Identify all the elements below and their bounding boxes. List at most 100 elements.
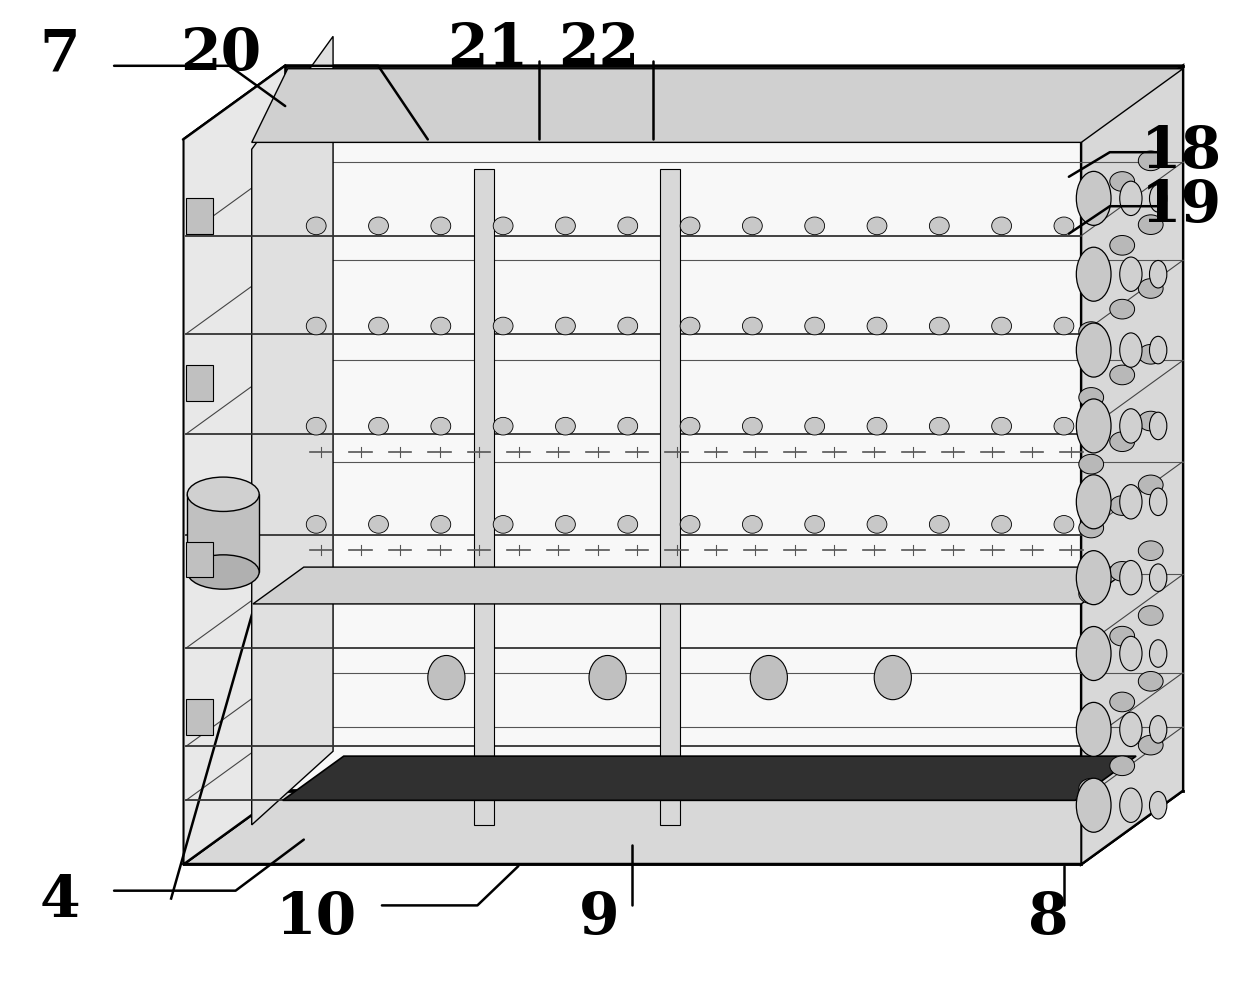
- Ellipse shape: [1149, 640, 1167, 668]
- Ellipse shape: [1138, 345, 1163, 364]
- Ellipse shape: [494, 417, 513, 435]
- Ellipse shape: [805, 516, 825, 533]
- Ellipse shape: [867, 417, 887, 435]
- Text: 7: 7: [40, 26, 79, 82]
- Text: 9: 9: [579, 890, 619, 947]
- Ellipse shape: [930, 516, 950, 533]
- Ellipse shape: [1079, 649, 1104, 669]
- Ellipse shape: [1079, 322, 1104, 342]
- Ellipse shape: [306, 417, 326, 435]
- Ellipse shape: [1110, 236, 1135, 255]
- Ellipse shape: [306, 516, 326, 533]
- Ellipse shape: [743, 417, 763, 435]
- Ellipse shape: [1110, 496, 1135, 516]
- Ellipse shape: [680, 417, 699, 435]
- Ellipse shape: [743, 516, 763, 533]
- Bar: [186, 542, 213, 577]
- Ellipse shape: [494, 317, 513, 335]
- Ellipse shape: [1110, 756, 1135, 776]
- Ellipse shape: [589, 656, 626, 699]
- Ellipse shape: [432, 516, 451, 533]
- Ellipse shape: [1079, 715, 1104, 735]
- Bar: [186, 365, 213, 401]
- Ellipse shape: [432, 217, 451, 235]
- Ellipse shape: [1079, 258, 1104, 278]
- Ellipse shape: [930, 417, 950, 435]
- Ellipse shape: [1149, 412, 1167, 440]
- Polygon shape: [184, 791, 1183, 864]
- Ellipse shape: [1120, 788, 1142, 823]
- Ellipse shape: [805, 417, 825, 435]
- Ellipse shape: [1138, 672, 1163, 691]
- Ellipse shape: [1110, 172, 1135, 191]
- Ellipse shape: [992, 516, 1012, 533]
- Text: 21: 21: [446, 21, 528, 78]
- Ellipse shape: [1054, 317, 1074, 335]
- Ellipse shape: [1138, 736, 1163, 755]
- Ellipse shape: [1079, 584, 1104, 604]
- Ellipse shape: [187, 477, 259, 512]
- Ellipse shape: [1149, 791, 1167, 819]
- Ellipse shape: [992, 317, 1012, 335]
- Ellipse shape: [1079, 518, 1104, 538]
- Ellipse shape: [1079, 455, 1104, 474]
- Ellipse shape: [556, 516, 575, 533]
- Ellipse shape: [680, 217, 699, 235]
- Ellipse shape: [874, 656, 911, 699]
- Ellipse shape: [743, 317, 763, 335]
- Polygon shape: [253, 568, 1132, 604]
- Ellipse shape: [1138, 151, 1163, 171]
- Ellipse shape: [1110, 300, 1135, 319]
- Ellipse shape: [1076, 247, 1111, 301]
- Ellipse shape: [1138, 541, 1163, 561]
- Ellipse shape: [867, 317, 887, 335]
- Ellipse shape: [867, 217, 887, 235]
- Ellipse shape: [992, 417, 1012, 435]
- Ellipse shape: [1138, 411, 1163, 431]
- Ellipse shape: [618, 516, 637, 533]
- Ellipse shape: [1076, 627, 1111, 681]
- Ellipse shape: [1120, 561, 1142, 595]
- Polygon shape: [184, 139, 1081, 864]
- Ellipse shape: [556, 317, 575, 335]
- Text: 22: 22: [558, 21, 640, 78]
- Polygon shape: [184, 66, 1183, 139]
- Ellipse shape: [187, 555, 259, 589]
- Polygon shape: [283, 756, 1136, 800]
- Ellipse shape: [1110, 627, 1135, 646]
- Polygon shape: [252, 69, 1183, 142]
- Ellipse shape: [432, 317, 451, 335]
- Ellipse shape: [1149, 185, 1167, 212]
- Ellipse shape: [1076, 399, 1111, 453]
- Ellipse shape: [1138, 606, 1163, 626]
- Ellipse shape: [618, 417, 637, 435]
- Polygon shape: [474, 169, 494, 825]
- Ellipse shape: [618, 317, 637, 335]
- Ellipse shape: [1054, 417, 1074, 435]
- Ellipse shape: [1076, 702, 1111, 756]
- Ellipse shape: [867, 516, 887, 533]
- Text: 8: 8: [1028, 890, 1068, 947]
- Ellipse shape: [1076, 475, 1111, 528]
- Ellipse shape: [1120, 485, 1142, 518]
- Ellipse shape: [368, 317, 388, 335]
- Ellipse shape: [1149, 260, 1167, 288]
- Ellipse shape: [1138, 215, 1163, 235]
- Ellipse shape: [992, 217, 1012, 235]
- Ellipse shape: [1138, 279, 1163, 299]
- Ellipse shape: [930, 217, 950, 235]
- Ellipse shape: [1110, 692, 1135, 712]
- Ellipse shape: [1079, 194, 1104, 214]
- Ellipse shape: [805, 317, 825, 335]
- Ellipse shape: [1120, 333, 1142, 367]
- Ellipse shape: [1076, 551, 1111, 605]
- Ellipse shape: [428, 656, 465, 699]
- Ellipse shape: [1110, 365, 1135, 385]
- Ellipse shape: [494, 516, 513, 533]
- Ellipse shape: [368, 516, 388, 533]
- Ellipse shape: [1079, 779, 1104, 798]
- Ellipse shape: [1110, 562, 1135, 581]
- Ellipse shape: [618, 217, 637, 235]
- Ellipse shape: [368, 217, 388, 235]
- Ellipse shape: [306, 217, 326, 235]
